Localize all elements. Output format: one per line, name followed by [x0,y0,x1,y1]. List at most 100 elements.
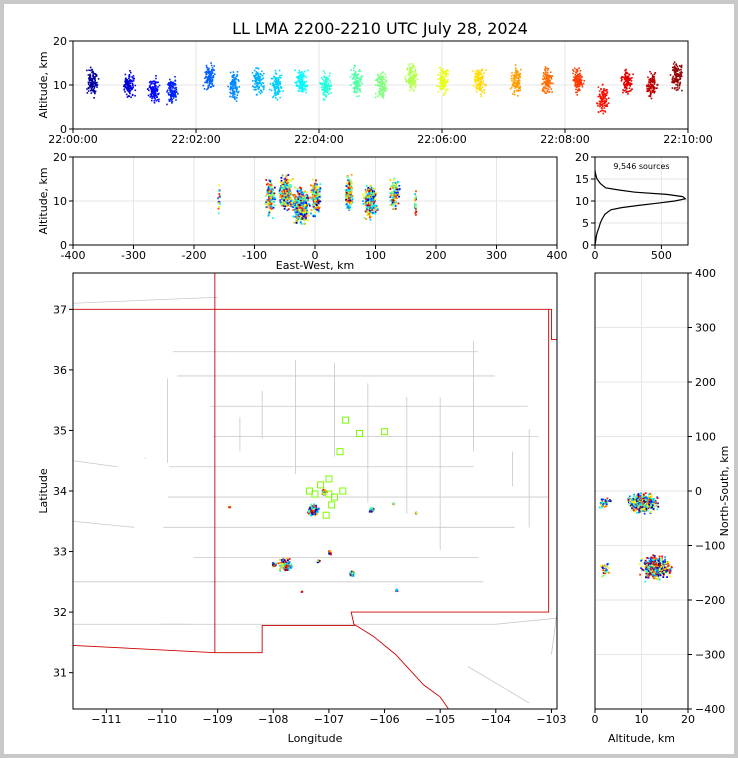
p1-source-point [408,68,411,70]
p2-source-point [318,195,320,198]
p1-source-point [383,86,386,89]
p2-source-point [319,183,322,185]
p1-source-point [651,91,653,93]
p1-source-point [301,83,303,86]
p1-source-point [94,80,96,83]
p1-source-point [474,80,477,82]
p4-source-point [308,509,310,512]
p1-source-point [440,75,442,78]
p2-source-point [290,198,293,201]
p1-source-point [404,75,407,78]
p1-source-point [86,69,88,72]
p1-source-point [89,73,91,76]
p2-source-point [279,192,281,194]
p1-source-point [301,88,304,91]
p2-source-point [311,203,314,206]
p1-source-point [207,69,210,72]
p4-source-point [278,562,281,565]
p2-source-point [348,197,350,200]
p1-source-point [128,84,131,87]
p1-source-point [230,85,232,88]
p1-source-point [546,90,549,92]
p1-source-point [479,85,481,87]
p1-source-point [440,77,442,79]
p1-source-point [90,88,93,90]
p1-source-point [234,93,236,96]
p1-source-point [354,81,357,83]
p1-source-point [89,85,91,88]
p1-ylabel: Altitude, km [37,51,50,118]
p1-source-point [443,72,445,74]
p1-source-point [324,85,327,87]
figure-title: LL LMA 2200-2210 UTC July 28, 2024 [232,19,528,38]
p1-source-point [210,64,213,67]
p1-source-point [602,94,604,96]
p1-source-point [437,74,440,76]
p2-source-point [218,195,221,198]
p1-source-point [274,78,277,81]
p1-source-point [297,85,300,87]
p1-source-point [301,85,304,88]
p2-source-point [269,192,272,194]
p1-source-point [625,83,628,85]
p4-source-point [330,553,332,556]
p1-source-point [323,72,326,74]
p1-source-point [156,89,159,91]
p1-source-point [303,82,306,85]
p2-source-point [306,218,308,221]
p1-source-point [90,84,92,87]
p1-source-point [445,70,447,72]
p2-source-point [290,193,293,196]
p2-source-point [300,187,303,190]
p1-source-point [575,88,577,91]
p1-source-point [546,69,549,72]
p1-source-point [574,78,577,80]
p1-source-point [441,87,443,90]
p2-source-point [283,189,285,192]
p4-source-point [324,489,326,492]
p4-source-point [313,510,315,512]
p1-source-point [231,88,234,90]
p1-source-point [261,74,264,77]
p1-source-point [353,90,356,92]
p1-source-point [233,78,235,80]
p1-source-point [601,83,604,86]
p1-source-point [127,80,130,83]
p1-source-point [384,84,386,86]
p1-source-point [357,84,360,86]
p1-source-point [440,82,442,84]
p2-source-point [347,206,349,209]
p1-source-point [155,75,157,77]
p1-source-point [324,76,326,79]
p2-source-point [304,211,307,213]
p1-source-point [172,90,174,93]
p1-source-point [516,85,519,88]
p1-source-point [675,64,678,66]
p1-source-point [651,76,654,79]
p1-source-point [440,87,442,90]
p2-source-point [312,189,315,191]
p1-source-point [439,72,441,74]
p1-source-point [256,81,259,84]
p2-source-point [218,201,220,204]
p1-source-point [622,76,624,78]
p1-source-point [278,90,280,93]
p1-source-point [440,79,442,82]
p1-source-point [444,81,447,83]
p2-xtick-label: 200 [426,249,447,262]
p1-source-point [675,69,678,71]
p1-source-point [131,80,133,83]
p1-source-point [232,74,235,76]
p1-source-point [302,88,305,90]
p2-source-point [289,196,292,198]
p2-source-point [305,217,307,219]
p1-source-point [357,79,360,81]
p1-source-point [672,80,675,82]
p1-source-point [262,88,265,91]
p1-source-point [211,70,213,72]
p1-source-point [545,81,547,84]
p1-source-point [414,71,417,74]
p2-source-point [280,179,283,182]
p1-source-point [515,71,517,74]
p1-source-point [87,74,90,76]
